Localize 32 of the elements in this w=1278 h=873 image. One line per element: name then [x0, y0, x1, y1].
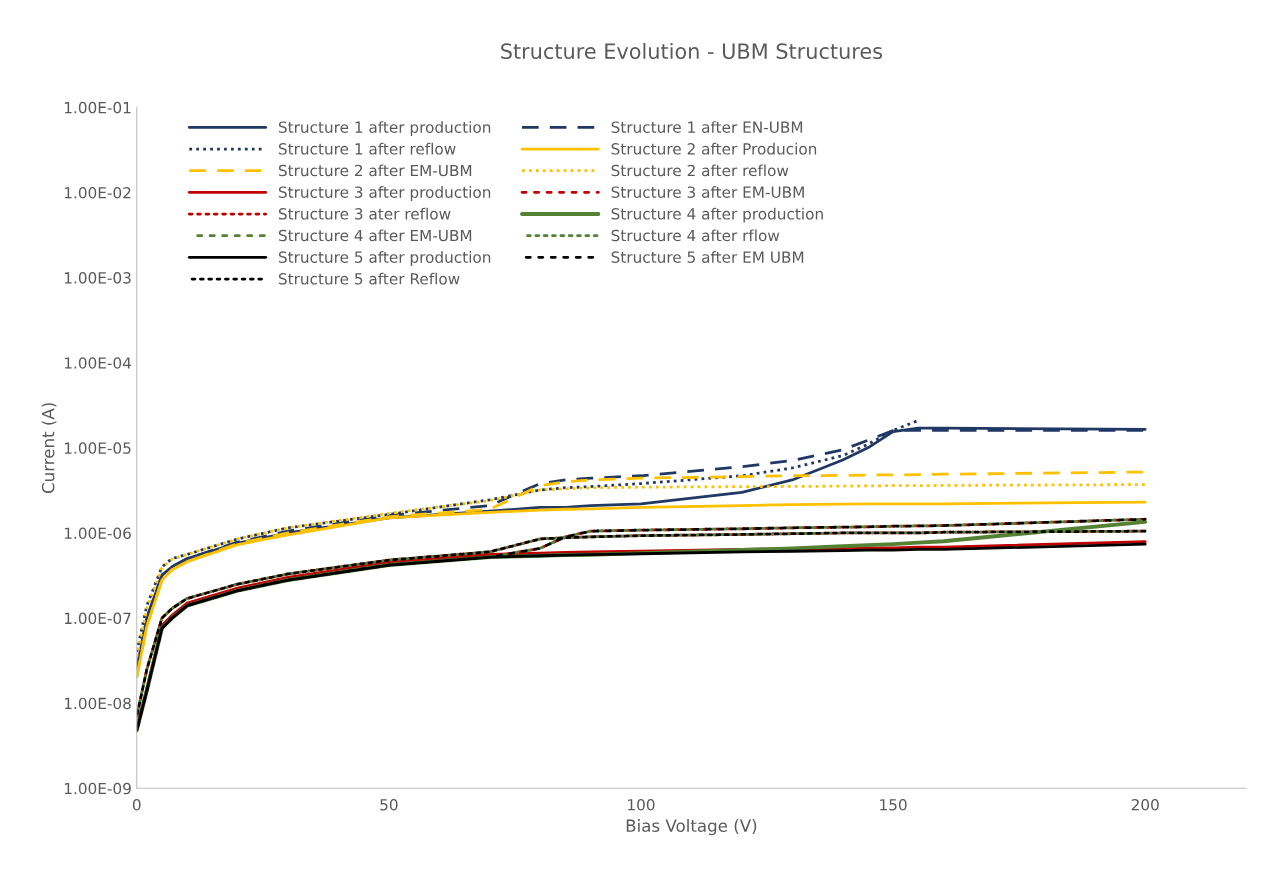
x-tick-label: 100: [628, 799, 655, 811]
legend-label: Structure 5 after Reflow: [278, 272, 460, 285]
y-tick-label: 1.00E-03: [64, 272, 131, 284]
legend-label: Structure 3 after EM-UBM: [611, 186, 804, 198]
legend-label: Structure 5 after production: [278, 251, 491, 266]
y-tick-label: 1.00E-04: [64, 357, 132, 369]
chart-title: Structure Evolution - UBM Structures: [501, 42, 883, 60]
y-tick-label: 1.00E-02: [64, 186, 131, 199]
legend-label: Structure 1 after EN-UBM: [611, 121, 803, 133]
y-tick-label: 1.00E-06: [64, 527, 131, 539]
legend-label: Structure 1 after reflow: [278, 142, 456, 155]
x-tick-label: 200: [1131, 799, 1159, 811]
y-tick-label: 1.00E-05: [64, 442, 131, 454]
legend-label: Structure 1 after production: [278, 121, 491, 136]
y-tick-label: 1.00E-09: [64, 782, 131, 795]
legend-label: Structure 2 after Producion: [611, 142, 817, 155]
x-tick-label: 50: [380, 799, 398, 811]
x-tick-label: 0: [132, 799, 141, 811]
legend-label: Structure 5 after EM UBM: [611, 251, 804, 263]
legend-label: Structure 2 after reflow: [611, 164, 789, 177]
legend-label: Structure 3 ater reflow: [278, 207, 451, 220]
y-tick-label: 1.00E-08: [64, 697, 131, 710]
x-tick-label: 150: [880, 799, 907, 811]
legend-label: Structure 4 after rflow: [611, 229, 780, 242]
legend-label: Structure 4 after EM-UBM: [278, 229, 472, 242]
x-axis-title: Bias Voltage (V): [626, 819, 757, 836]
legend-label: Structure 3 after production: [278, 186, 491, 201]
legend-label: Structure 2 after EM-UBM: [278, 164, 472, 177]
legend-label: Structure 4 after production: [611, 207, 823, 223]
y-tick-label: 1.00E-01: [64, 101, 131, 114]
y-tick-label: 1.00E-07: [64, 612, 131, 625]
y-axis-title: Current (A): [41, 403, 57, 494]
